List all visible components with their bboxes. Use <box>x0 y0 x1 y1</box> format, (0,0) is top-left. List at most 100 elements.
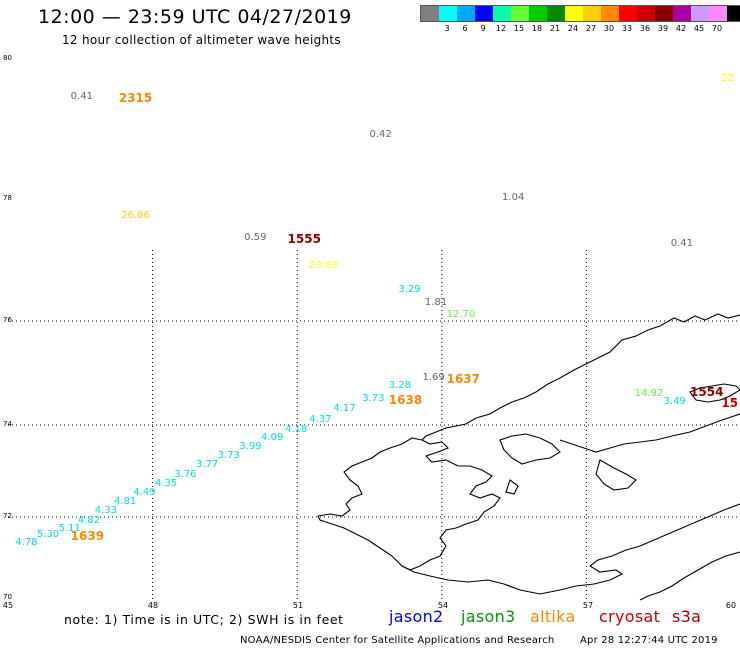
coastline-segment <box>559 413 740 453</box>
legend-s3a: s3a <box>672 607 702 626</box>
pass-time-label: 15 <box>721 395 739 410</box>
legend-altika: altika <box>530 607 576 626</box>
coastline-segment <box>689 383 740 403</box>
scale-swatch <box>475 6 493 21</box>
wave-height-label: 4.49 <box>133 487 156 499</box>
scale-label: 39 <box>657 24 669 33</box>
scale-label: 30 <box>603 24 615 33</box>
wave-height-label: 3.99 <box>239 441 262 453</box>
wave-height-label: 3.77 <box>195 459 219 471</box>
lon-label-48: 48 <box>147 601 159 610</box>
scale-label: 36 <box>639 24 651 33</box>
pass-time-label: 1555 <box>287 231 321 246</box>
wave-height-label: 3.49 <box>663 395 686 407</box>
scale-swatch <box>619 6 637 21</box>
lat-label-72: 72 <box>3 512 12 520</box>
legend-cryosat: cryosat <box>599 607 661 626</box>
wave-height-label: 22 <box>721 73 735 84</box>
scale-swatch <box>439 6 457 21</box>
wave-height-label: 4.37 <box>309 413 332 425</box>
scale-label: 33 <box>621 24 633 33</box>
scale-swatch <box>727 6 740 21</box>
scale-swatch <box>655 6 673 21</box>
lon-label-54: 54 <box>437 601 449 610</box>
map-title: 12:00 — 23:59 UTC 04/27/2019 <box>38 6 352 28</box>
lon-label-57: 57 <box>582 601 594 610</box>
coastline-segment <box>595 459 637 491</box>
wave-height-label: 3.73 <box>217 450 240 462</box>
wave-height-label: 0.42 <box>369 129 392 140</box>
legend-jason3: jason3 <box>461 607 516 626</box>
legend-jason2: jason2 <box>389 607 444 626</box>
wave-height-label: 5.30 <box>36 529 60 541</box>
wave-height-label: 4.81 <box>114 496 137 508</box>
scale-label: 21 <box>549 24 561 33</box>
scale-swatch <box>511 6 529 21</box>
coastline-segment <box>505 479 519 495</box>
pass-time-label: 1554 <box>690 385 724 400</box>
scale-swatch <box>529 6 547 21</box>
wave-height-label: 5.11 <box>58 523 81 535</box>
wave-height-label: 4.78 <box>15 537 38 549</box>
coastline-segment <box>317 313 740 571</box>
lat-label-70: 70 <box>3 593 12 601</box>
wave-height-label: 0.59 <box>244 231 267 243</box>
scale-label: 27 <box>585 24 597 33</box>
wave-height-label: 4.09 <box>261 431 284 443</box>
lon-label-60: 60 <box>725 601 737 610</box>
lat-label-74: 74 <box>3 420 12 428</box>
lon-label-51: 51 <box>292 601 304 610</box>
scale-label: 18 <box>531 24 543 33</box>
pass-time-label: 1639 <box>70 529 105 544</box>
scale-swatch <box>673 6 691 21</box>
scale-label: 9 <box>480 24 486 33</box>
scale-label: 24 <box>567 24 579 33</box>
scale-label: 15 <box>513 24 525 33</box>
scale-label: 70 <box>711 24 723 33</box>
scale-swatch <box>565 6 583 21</box>
wave-height-label: 3.76 <box>174 468 197 480</box>
wave-height-label: 23.03 <box>309 259 338 271</box>
wave-height-label: 4.35 <box>155 477 178 489</box>
pass-time-label: 1637 <box>446 372 481 387</box>
wave-height-label: 3.28 <box>388 380 412 391</box>
lat-label-78: 78 <box>3 194 12 202</box>
scale-swatch <box>457 6 475 21</box>
credit-line: NOAA/NESDIS Center for Satellite Applica… <box>240 635 555 646</box>
pass-time-label: 1638 <box>388 393 423 407</box>
scale-label: 42 <box>675 24 687 33</box>
wave-height-label: 3.73 <box>362 393 385 404</box>
scale-swatch <box>709 6 727 21</box>
scale-swatch <box>493 6 511 21</box>
scale-swatch <box>691 6 709 21</box>
wave-height-label: 1.69 <box>422 372 445 384</box>
generated-timestamp: Apr 28 12:27:44 UTC 2019 <box>580 635 718 646</box>
coastline-segment <box>499 433 561 465</box>
wave-height-label: 1.04 <box>502 192 525 203</box>
wave-height-label: 12.70 <box>446 308 476 320</box>
wave-height-label: 4.33 <box>94 505 118 517</box>
scale-label: 45 <box>693 24 705 33</box>
wave-height-label: 4.82 <box>77 515 101 527</box>
scale-swatch <box>583 6 601 21</box>
wave-height-label: 1.81 <box>424 296 448 308</box>
lat-label-76: 76 <box>3 316 12 324</box>
coastline-segment <box>401 503 740 595</box>
footer-note: note: 1) Time is in UTC; 2) SWH is in fe… <box>64 612 344 627</box>
lat-label-80: 80 <box>3 54 12 62</box>
wave-height-label: 3.29 <box>398 284 421 296</box>
wave-height-label: 14.92 <box>634 387 664 399</box>
wave-height-label: 26.86 <box>121 210 150 222</box>
wave-height-label: 0.41 <box>70 90 93 102</box>
coastline <box>317 313 740 601</box>
wave-height-label: 0.41 <box>670 238 694 250</box>
coastline-segment <box>639 551 740 601</box>
scale-label: 12 <box>495 24 507 33</box>
scale-swatch <box>547 6 565 21</box>
scale-label: 3 <box>444 24 450 33</box>
scale-swatch <box>637 6 655 21</box>
lat-lon-grid <box>8 250 740 600</box>
